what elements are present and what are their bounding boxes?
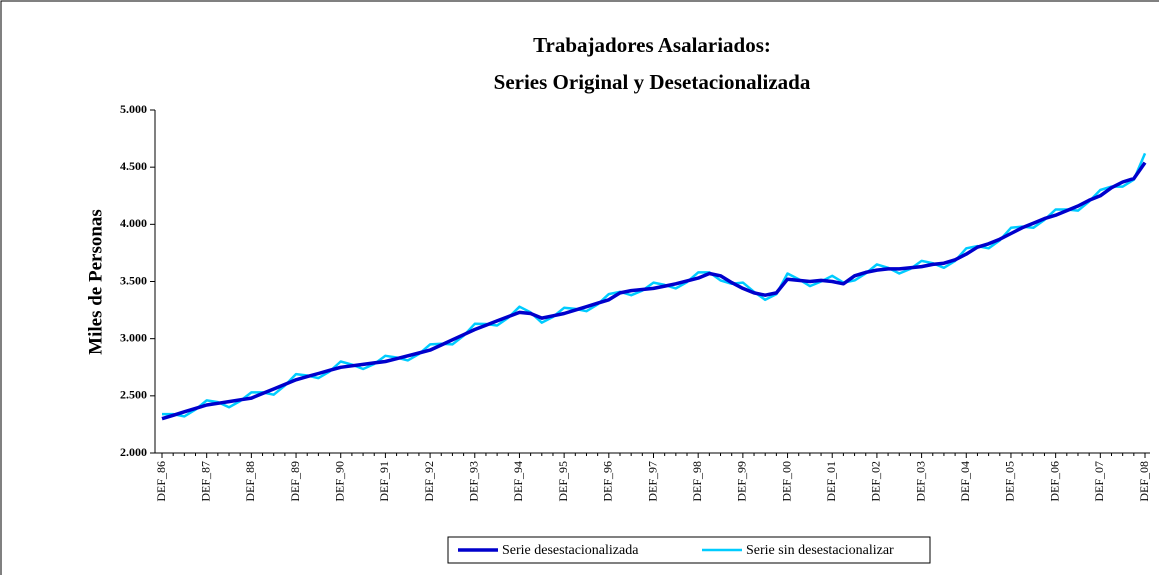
x-tick-label: DEF_98: [690, 461, 704, 502]
y-tick-label: 3.000: [120, 330, 147, 344]
y-axis-title: Miles de Personas: [85, 209, 106, 355]
x-tick-label: DEF_00: [779, 461, 793, 502]
x-tick-label: DEF_06: [1047, 461, 1061, 502]
chart-title: Trabajadores Asalariados:: [533, 33, 771, 57]
y-tick-label: 4.000: [120, 216, 147, 230]
y-tick-label: 2.500: [120, 388, 147, 402]
x-tick-label: DEF_93: [467, 461, 481, 502]
x-tick-label: DEF_86: [154, 461, 168, 502]
y-tick-label: 2.000: [120, 445, 147, 459]
chart-subtitle: Series Original y Desetacionalizada: [494, 70, 811, 94]
y-tick-label: 3.500: [120, 273, 147, 287]
legend-box: [447, 536, 931, 564]
x-tick-label: DEF_87: [198, 461, 212, 502]
x-tick-label: DEF_91: [377, 461, 391, 502]
x-tick-label: DEF_88: [243, 461, 257, 502]
x-tick-label: DEF_04: [958, 461, 972, 502]
x-tick-label: DEF_99: [735, 461, 749, 502]
legend-label: Serie sin desestacionalizar: [746, 543, 894, 558]
x-tick-label: DEF_89: [288, 461, 302, 502]
x-tick-label: DEF_07: [1092, 461, 1106, 502]
x-tick-label: DEF_03: [913, 461, 927, 502]
legend-label: Serie desestacionalizada: [502, 543, 639, 558]
y-tick-label: 4.500: [120, 159, 147, 173]
x-tick-label: DEF_92: [422, 461, 436, 502]
x-tick-label: DEF_01: [824, 461, 838, 502]
y-tick-label: 5.000: [120, 102, 147, 116]
x-tick-label: DEF_95: [556, 461, 570, 502]
x-tick-label: DEF_97: [645, 461, 659, 502]
x-tick-label: DEF_90: [332, 461, 346, 502]
x-tick-label: DEF_08: [1137, 461, 1151, 502]
x-tick-label: DEF_02: [869, 461, 883, 502]
x-tick-label: DEF_05: [1003, 461, 1017, 502]
series-line: [161, 161, 1147, 421]
x-tick-label: DEF_96: [601, 461, 615, 502]
x-tick-label: DEF_94: [511, 461, 525, 502]
